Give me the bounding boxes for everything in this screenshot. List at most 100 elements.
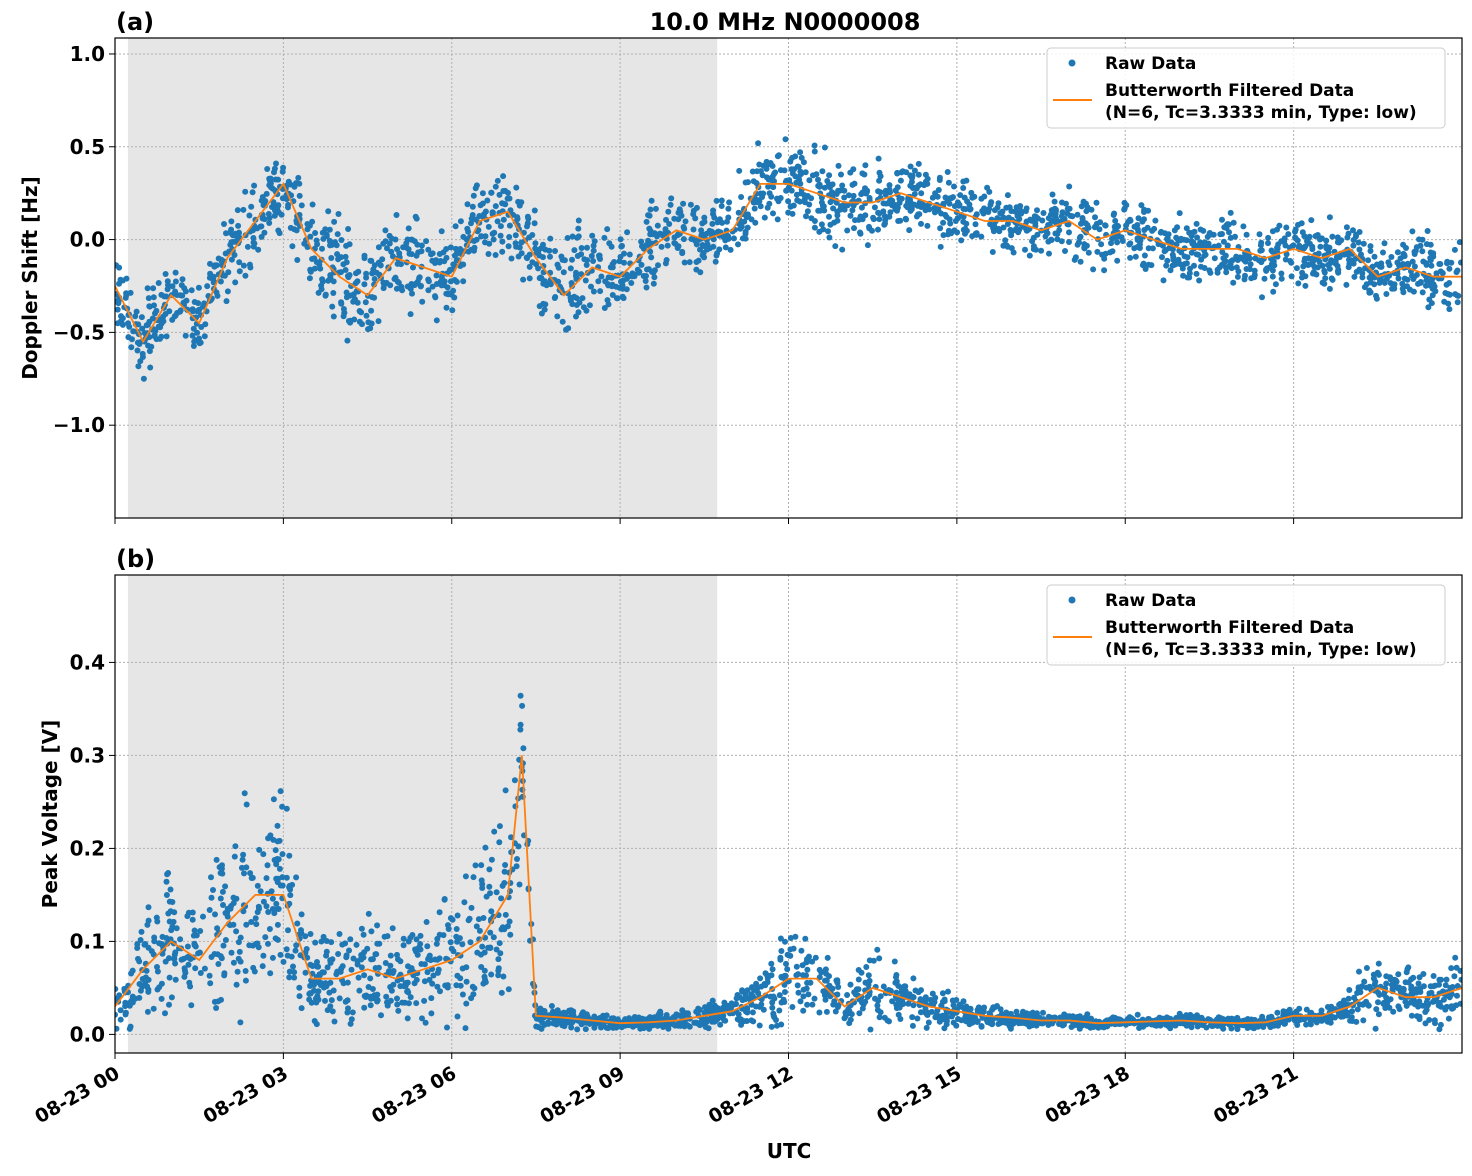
raw-data-point (447, 244, 454, 251)
raw-data-point (990, 228, 997, 235)
raw-data-point (469, 212, 476, 218)
y-axis-label: Doppler Shift [Hz] (18, 176, 42, 380)
raw-data-point (874, 1002, 881, 1009)
raw-data-point (997, 1006, 1004, 1013)
raw-data-point (809, 1001, 816, 1008)
raw-data-point (452, 245, 459, 252)
raw-data-point (655, 262, 661, 269)
raw-data-point (242, 977, 249, 984)
raw-data-point (291, 969, 298, 976)
raw-data-point (271, 169, 277, 176)
raw-data-point (234, 207, 241, 214)
raw-data-point (855, 986, 862, 993)
raw-data-point (213, 856, 220, 863)
raw-data-point (756, 161, 763, 168)
raw-data-point (1256, 231, 1263, 238)
raw-data-point (424, 969, 431, 976)
raw-data-point (811, 148, 818, 155)
raw-data-point (1432, 288, 1439, 295)
raw-data-point (1403, 245, 1409, 251)
raw-data-point (400, 942, 407, 949)
raw-data-point (1446, 280, 1453, 286)
raw-data-point (1436, 981, 1442, 988)
raw-data-point (470, 991, 477, 998)
raw-data-point (887, 189, 893, 196)
raw-data-point (526, 275, 533, 282)
raw-data-point (493, 889, 500, 896)
raw-data-point (935, 207, 942, 214)
raw-data-point (963, 220, 970, 227)
raw-data-point (291, 974, 298, 981)
raw-data-point (239, 856, 246, 863)
raw-data-point (733, 1000, 739, 1007)
raw-data-point (1029, 1022, 1036, 1029)
raw-data-point (757, 975, 764, 982)
raw-data-point (145, 295, 152, 302)
raw-data-point (822, 977, 828, 984)
raw-data-point (554, 1007, 561, 1014)
raw-data-point (506, 222, 513, 229)
raw-data-point (1446, 306, 1453, 313)
raw-data-point (428, 1010, 435, 1017)
raw-data-point (907, 163, 914, 170)
raw-data-point (380, 279, 387, 286)
raw-data-point (821, 144, 828, 151)
raw-data-point (128, 344, 135, 351)
raw-data-point (347, 936, 354, 943)
raw-data-point (1074, 211, 1081, 218)
raw-data-point (823, 1008, 830, 1015)
raw-data-point (1306, 240, 1313, 247)
raw-data-point (344, 997, 351, 1004)
raw-data-point (748, 1017, 755, 1024)
raw-data-point (1151, 225, 1158, 232)
raw-data-point (240, 206, 247, 213)
raw-data-point (260, 202, 267, 209)
raw-data-point (145, 342, 152, 349)
raw-data-point (1375, 960, 1382, 967)
raw-data-point (399, 999, 406, 1006)
raw-data-point (253, 921, 260, 928)
raw-data-point (490, 236, 497, 243)
raw-data-point (941, 998, 948, 1005)
raw-data-point (922, 204, 929, 210)
raw-data-point (237, 934, 244, 941)
raw-data-point (166, 974, 173, 981)
raw-data-point (302, 969, 309, 976)
raw-data-point (429, 283, 436, 290)
raw-data-point (857, 213, 864, 220)
raw-data-point (254, 882, 261, 889)
raw-data-point (1349, 1018, 1356, 1024)
raw-data-point (1428, 989, 1435, 996)
raw-data-point (155, 280, 162, 286)
raw-data-point (454, 972, 461, 979)
raw-data-point (1328, 1012, 1335, 1019)
raw-data-point (609, 261, 616, 268)
raw-data-point (532, 240, 539, 247)
raw-data-point (260, 952, 267, 959)
raw-data-point (1121, 206, 1128, 213)
raw-data-point (784, 966, 791, 973)
raw-data-point (706, 245, 713, 252)
raw-data-point (647, 248, 654, 255)
raw-data-point (687, 201, 694, 208)
raw-data-point (354, 961, 361, 968)
raw-data-point (1416, 236, 1422, 243)
raw-data-point (1186, 274, 1193, 281)
raw-data-point (702, 1024, 709, 1030)
raw-data-point (465, 228, 472, 235)
raw-data-point (450, 287, 457, 294)
raw-data-point (472, 862, 479, 869)
raw-data-point (394, 1001, 401, 1008)
raw-data-point (1258, 259, 1265, 266)
raw-data-point (251, 968, 258, 975)
raw-data-point (582, 277, 589, 284)
raw-data-point (772, 169, 779, 176)
raw-data-point (381, 933, 388, 940)
raw-data-point (143, 322, 150, 329)
raw-data-point (939, 990, 946, 997)
raw-data-point (575, 233, 582, 240)
raw-data-point (698, 1019, 704, 1026)
raw-data-point (1404, 283, 1410, 290)
raw-data-point (192, 943, 199, 950)
raw-data-point (460, 278, 467, 285)
